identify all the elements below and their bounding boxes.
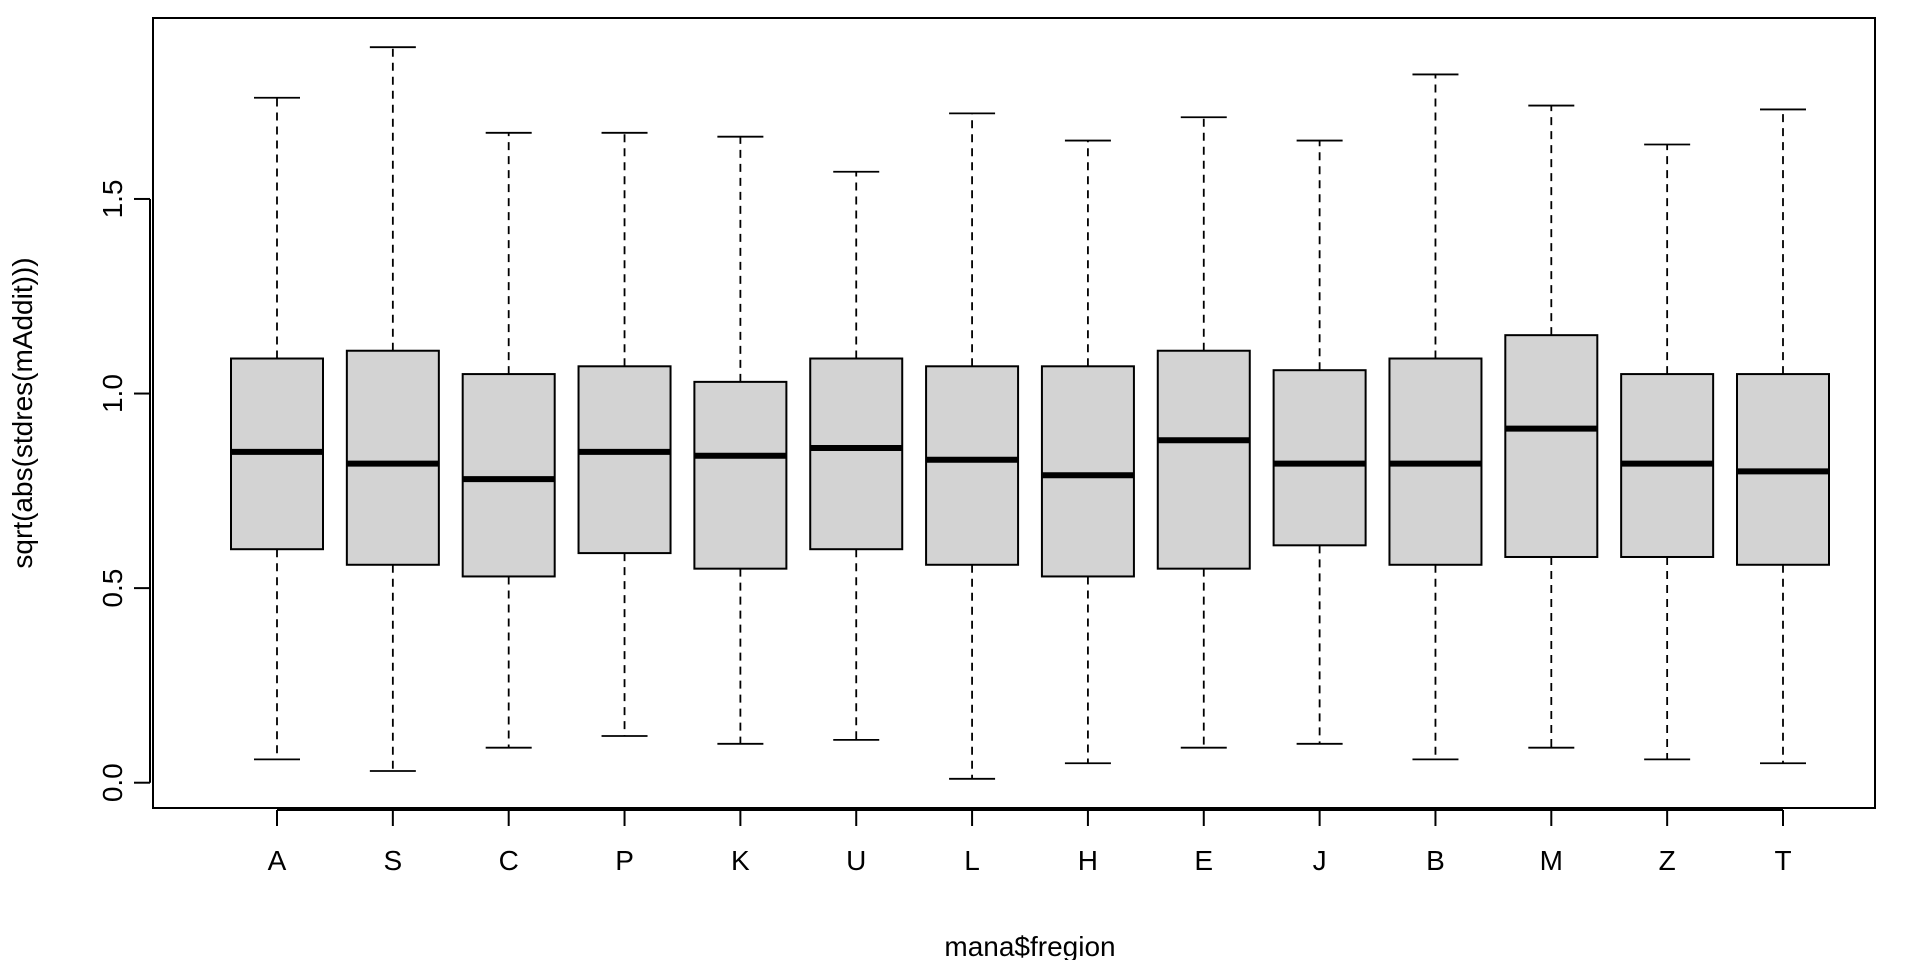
box-p	[577, 131, 672, 737]
x-tick-label: Z	[1659, 845, 1676, 876]
iqr-box	[693, 380, 788, 570]
plot-frame	[152, 17, 1876, 809]
box-b	[1388, 73, 1483, 761]
x-tick-label: T	[1774, 845, 1791, 876]
box-z	[1620, 143, 1715, 761]
y-tick-label: 0.0	[97, 763, 128, 802]
x-tick-label: C	[499, 845, 519, 876]
x-tick-label: M	[1540, 845, 1563, 876]
x-tick-label: H	[1078, 845, 1098, 876]
box-l	[925, 112, 1020, 780]
y-tick-label: 1.5	[97, 179, 128, 218]
iqr-box	[809, 357, 904, 551]
y-axis: 0.0 0.5 1.0 1.5	[97, 179, 151, 802]
y-axis-title: sqrt(abs(stdres(mAddit)))	[7, 257, 38, 568]
box-t	[1736, 108, 1830, 765]
iqr-box	[925, 365, 1020, 566]
x-tick-label: A	[268, 845, 287, 876]
iqr-box	[1156, 349, 1251, 570]
y-tick-label: 0.5	[97, 569, 128, 608]
box-e	[1156, 116, 1251, 749]
x-tick-label: S	[384, 845, 403, 876]
y-tick-label: 1.0	[97, 374, 128, 413]
box-j	[1272, 139, 1367, 745]
iqr-box	[1272, 369, 1367, 547]
iqr-box	[1040, 365, 1135, 578]
box-k	[693, 135, 788, 745]
x-tick-label: U	[846, 845, 866, 876]
x-tick-label: K	[731, 845, 750, 876]
x-tick-label: J	[1313, 845, 1327, 876]
x-tick-label: P	[615, 845, 634, 876]
iqr-box	[345, 349, 440, 566]
x-tick-label: B	[1426, 845, 1445, 876]
box-c	[461, 131, 556, 749]
x-tick-label: E	[1194, 845, 1213, 876]
x-tick-label: L	[964, 845, 980, 876]
box-m	[1504, 104, 1599, 749]
iqr-box	[461, 373, 556, 578]
box-u	[809, 170, 904, 741]
iqr-box	[577, 365, 672, 555]
box-h	[1040, 139, 1135, 765]
box-a	[230, 96, 324, 761]
box-series	[230, 46, 1830, 780]
iqr-box	[1504, 334, 1599, 558]
x-axis-title: mana$fregion	[944, 931, 1115, 960]
box-s	[345, 46, 440, 772]
